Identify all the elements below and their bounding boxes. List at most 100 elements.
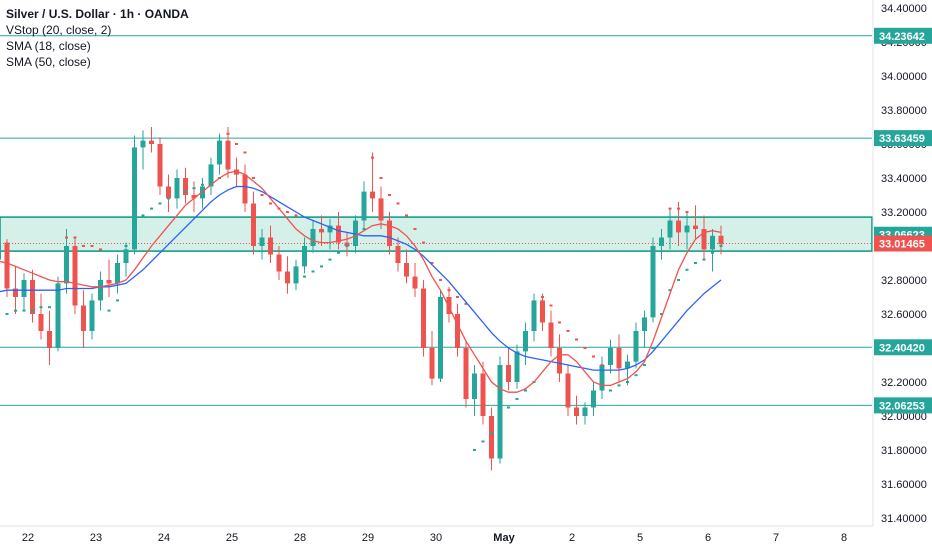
candle [276,246,282,280]
vstop-point [107,309,111,312]
time-axis-bg [0,526,873,550]
level-price-badge-bg [874,339,932,356]
candle [0,242,1,260]
levels-layer [0,35,872,406]
candle-body [0,242,1,260]
candle [574,395,579,425]
candle [217,133,222,175]
vstop-point [175,194,179,196]
vstop-point [73,236,77,239]
sma18-legend[interactable]: SMA (18, close) [6,39,91,53]
price-tick-label: 32.80000 [881,275,927,287]
candle [259,229,265,260]
symbol-title[interactable]: Silver / U.S. Dollar · 1h · OANDA [6,7,189,21]
candle-body [344,242,350,246]
candle-body [157,144,163,187]
candle-body [659,237,664,246]
price-tick-label: 32.20000 [881,377,927,389]
vstop-point [226,132,230,135]
vstop-point [269,202,272,205]
time-axis[interactable]: 22 23 24 25 28 29 30 May 2 5 6 7 8 [0,525,873,550]
vstop-point [643,364,646,366]
candle-body [506,365,511,382]
candle [191,181,197,212]
candle [140,130,146,170]
vstop-point [286,211,289,213]
vstop-point [22,309,26,312]
candle [64,229,69,294]
candle-body [633,331,639,362]
vstop-point [235,143,238,145]
sma18-line [0,170,722,393]
vstop-point [592,355,595,358]
candle [591,382,596,416]
vstop-point [413,228,417,230]
candle [633,322,639,369]
candle-body [429,348,435,379]
candle [149,127,154,153]
candle-body [574,407,579,416]
vstop-point [328,258,332,261]
candle-body [523,331,528,352]
candle-body [285,271,290,284]
vstop-point [515,398,519,400]
vstop-layer [5,132,723,451]
vstop-point [354,236,357,239]
candle-body [404,263,409,277]
candle [404,249,409,284]
candle [310,220,316,253]
vstop-legend[interactable]: VStop (20, close, 2) [6,23,112,37]
candle-body [225,140,231,170]
sma50-line [0,185,722,371]
sma50-legend[interactable]: SMA (50, close) [6,55,91,69]
candle [506,348,511,391]
candle [625,354,630,386]
candle [421,280,426,357]
candle [489,407,494,471]
badges-layer: 34.2364233.6345932.4042032.0625333.06623… [874,27,932,414]
price-axis[interactable]: 34.4000034.2000034.0000033.8000033.60000… [872,0,932,550]
candle [242,164,248,212]
candle-body [684,225,690,233]
price-tick-label: 34.00000 [881,71,927,83]
last-price-badge: 33.01465 [879,239,925,251]
time-tick-label: 25 [226,532,238,544]
candle-body [234,169,239,175]
time-tick-label: 8 [841,532,847,544]
price-tick-label: 33.20000 [881,207,927,219]
candle [557,334,562,382]
time-tick-label: 29 [362,532,374,544]
vstop-point [473,449,476,451]
candle-body [370,191,375,199]
candle-body [268,237,273,255]
candle [38,293,44,340]
vstop-point [600,364,604,366]
candle [251,191,256,255]
candle-body [149,140,154,144]
candle [412,263,418,297]
candle [472,365,477,416]
vstop-point [719,245,723,247]
candle [514,344,520,389]
vstop-point [65,236,68,239]
vstop-point [311,270,315,273]
candle-body [319,229,324,233]
candle-body [293,266,299,284]
candle [302,237,307,274]
vstop-point [39,306,43,309]
candle-body [115,263,120,284]
price-tick-label: 31.60000 [881,479,927,491]
candle-body [140,140,146,148]
level-price-badge: 34.23642 [879,31,925,43]
vstop-point [583,347,587,349]
candle-body [455,314,460,348]
vstop-point [660,313,663,315]
vstop-point [396,202,400,205]
candle [387,212,392,255]
candle [327,218,333,250]
candle-body [123,249,129,263]
candle [183,167,188,204]
time-tick-label: 28 [294,532,306,544]
vstop-point [124,245,128,247]
